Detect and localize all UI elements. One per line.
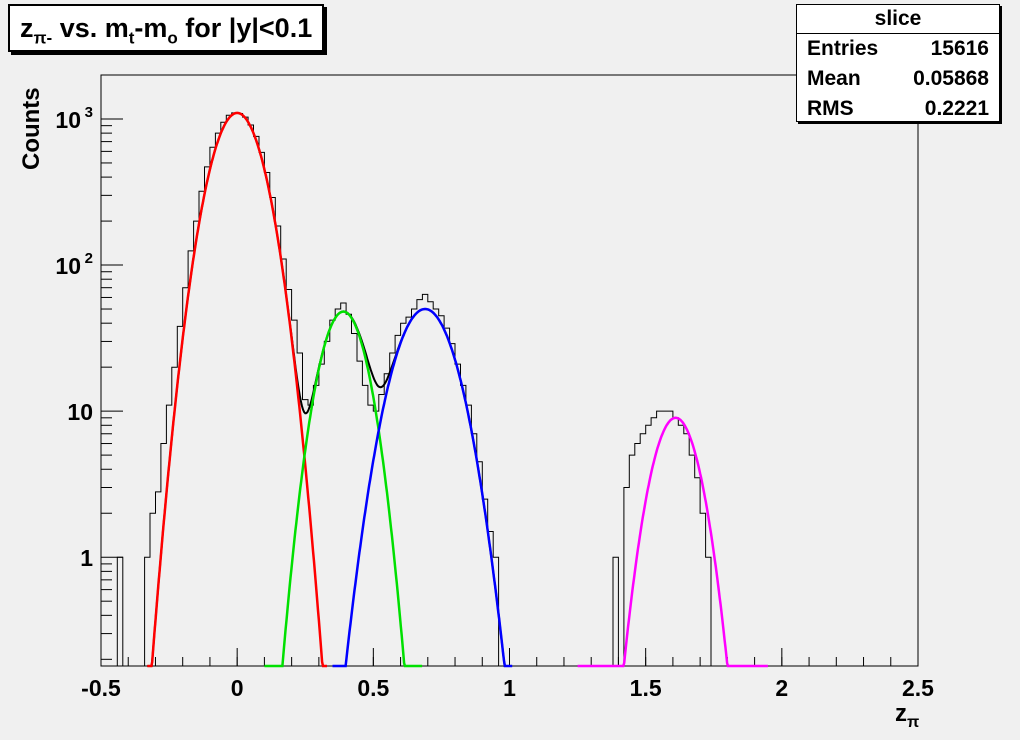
stats-row-rms: RMS 0.2221 (797, 94, 999, 124)
y-tick-exponent: 2 (85, 250, 93, 267)
x-tick-label: 2 (775, 675, 788, 701)
y-tick-label: 10 (55, 107, 81, 133)
x-tick-label: 0.5 (357, 675, 389, 701)
stats-label: Entries (807, 37, 879, 60)
stats-row-entries: Entries 15616 (797, 34, 999, 64)
x-tick-label: 1 (503, 675, 516, 701)
y-tick-label: 10 (55, 253, 81, 279)
x-tick-label: -0.5 (81, 675, 121, 701)
stats-value: 0.2221 (924, 97, 989, 120)
plot-frame (100, 74, 919, 667)
stats-row-mean: Mean 0.05868 (797, 64, 999, 94)
stats-value: 15616 (930, 37, 989, 60)
x-tick-label: 1.5 (630, 675, 662, 701)
stats-value: 0.05868 (913, 67, 989, 90)
y-tick-label: 1 (80, 545, 93, 571)
y-axis-title: Counts (18, 87, 45, 170)
y-tick-exponent: 3 (85, 104, 93, 121)
histogram-series (116, 112, 712, 666)
y-tick-label: 10 (67, 399, 93, 425)
chart-title: zπ- vs. mt-mo for |y|<0.1 (8, 4, 325, 52)
x-tick-label: 0 (231, 675, 244, 701)
x-tick-label: 2.5 (902, 675, 934, 701)
stats-box: slice Entries 15616 Mean 0.05868 RMS 0.2… (796, 4, 1000, 122)
x-axis-title: zπ (895, 700, 920, 731)
stats-header: slice (797, 5, 999, 34)
fit-line-gaus-3 (332, 307, 513, 668)
total-fit-line (147, 112, 509, 667)
fit-line-gaus-2 (264, 310, 423, 668)
fit-line-gaus-4 (577, 416, 768, 668)
stats-label: Mean (807, 67, 861, 90)
fit-line-gaus-1 (147, 111, 327, 668)
stats-label: RMS (807, 97, 854, 120)
